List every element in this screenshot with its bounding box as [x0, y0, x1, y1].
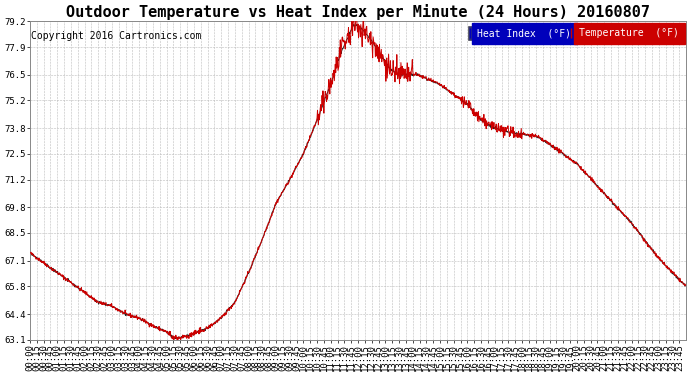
Text: Copyright 2016 Cartronics.com: Copyright 2016 Cartronics.com — [31, 31, 201, 41]
Legend: Heat Index  (°F), Temperature  (°F): Heat Index (°F), Temperature (°F) — [468, 26, 681, 40]
Title: Outdoor Temperature vs Heat Index per Minute (24 Hours) 20160807: Outdoor Temperature vs Heat Index per Mi… — [66, 4, 650, 20]
